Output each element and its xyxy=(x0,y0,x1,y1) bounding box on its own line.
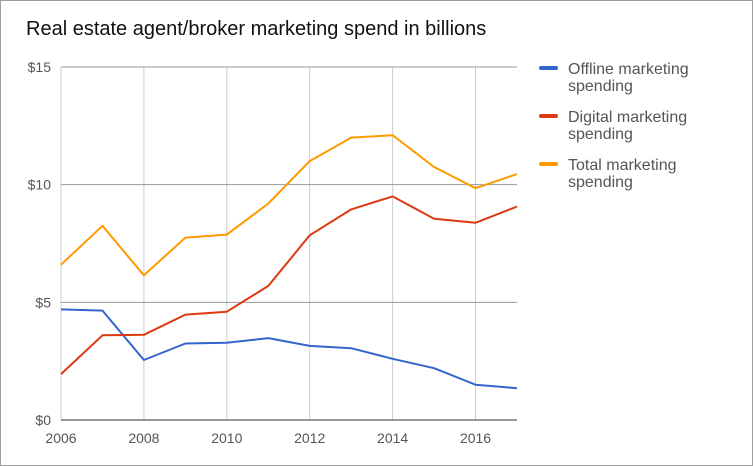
x-tick-label: 2014 xyxy=(377,430,408,446)
legend-label: spending xyxy=(568,174,633,191)
legend-label: Total marketing xyxy=(568,157,677,174)
series-line-1 xyxy=(60,195,518,375)
y-tick-label: $15 xyxy=(28,59,52,75)
y-tick-label: $0 xyxy=(35,412,51,428)
x-tick-label: 2006 xyxy=(45,430,76,446)
x-tick-label: 2010 xyxy=(211,430,242,446)
x-tick-label: 2012 xyxy=(294,430,325,446)
legend-label: Digital marketing xyxy=(568,109,687,126)
legend-label: spending xyxy=(568,126,633,143)
series-line-0 xyxy=(60,308,518,390)
x-tick-label: 2016 xyxy=(460,430,491,446)
series-line-2 xyxy=(60,134,518,277)
chart-title: Real estate agent/broker marketing spend… xyxy=(26,18,487,40)
x-tick-label: 2008 xyxy=(128,430,159,446)
y-tick-label: $5 xyxy=(35,294,51,310)
legend-label: Offline marketing xyxy=(568,61,689,78)
legend-label: spending xyxy=(568,78,633,95)
y-tick-label: $10 xyxy=(28,177,52,193)
